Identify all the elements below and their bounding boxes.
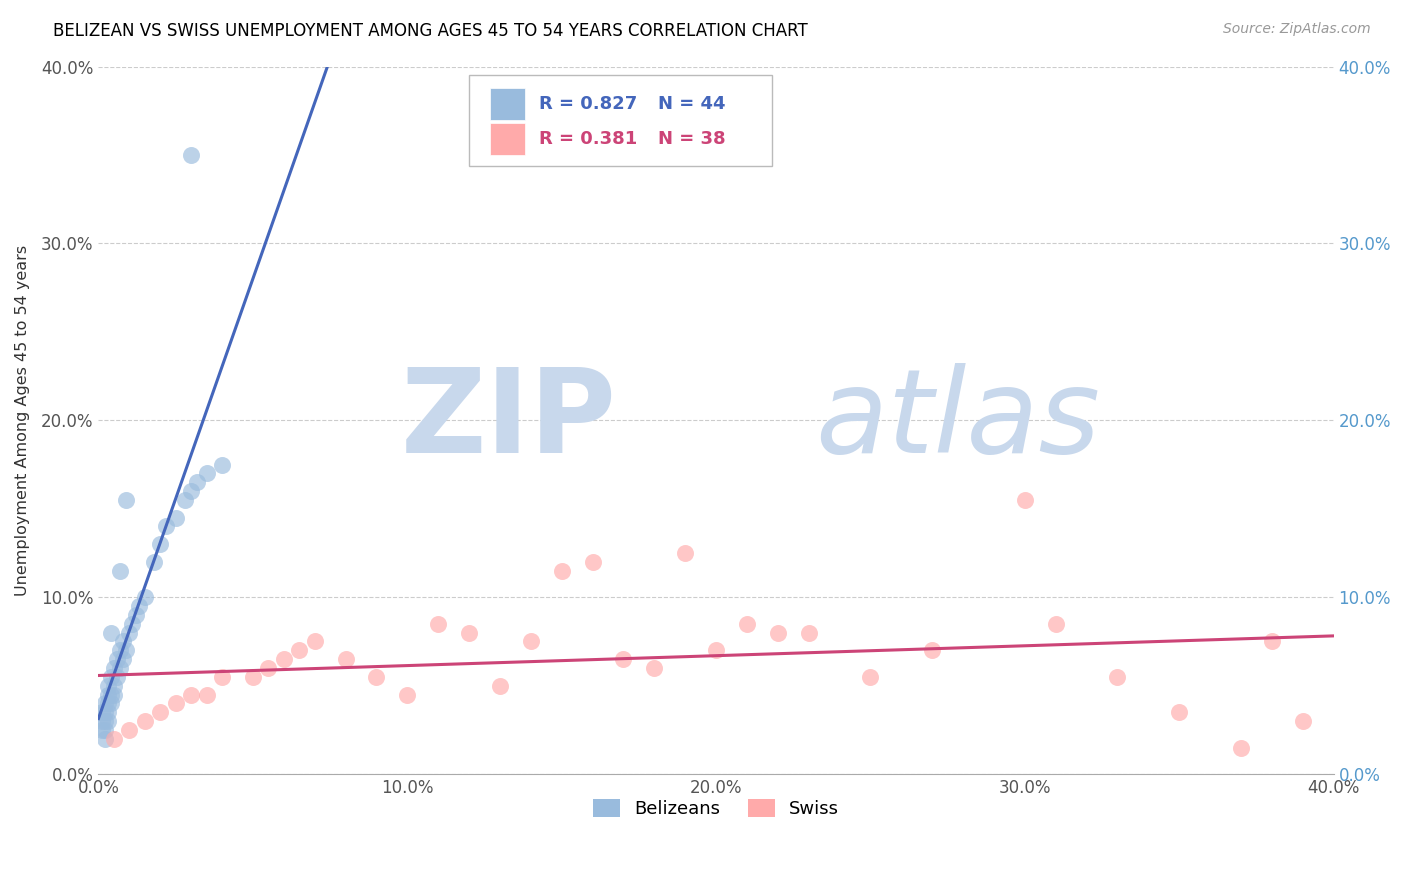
Point [97,697,120,711]
FancyBboxPatch shape [491,123,524,154]
Point [180,148,202,162]
Point [90,714,112,728]
Point [112,634,135,648]
Point [90,705,112,719]
Point [108,661,131,675]
Point [155,519,177,533]
Point [97,705,120,719]
Point [257,661,280,675]
Point [118,625,141,640]
Point [180,688,202,702]
Point [93,697,115,711]
Point [612,652,634,666]
Point [396,688,419,702]
Point [115,643,138,657]
Point [1107,670,1129,684]
Point [93,731,115,746]
Y-axis label: Unemployment Among Ages 45 to 54 years: Unemployment Among Ages 45 to 54 years [15,244,30,596]
Point [1014,492,1036,507]
Point [103,679,125,693]
Point [859,670,882,684]
Text: N = 44: N = 44 [658,95,725,112]
Text: R = 0.381: R = 0.381 [540,129,638,148]
Point [97,679,120,693]
Point [1261,634,1284,648]
Point [489,679,512,693]
Point [643,661,665,675]
Point [143,555,166,569]
Point [366,670,388,684]
Point [149,537,172,551]
Text: BELIZEAN VS SWISS UNEMPLOYMENT AMONG AGES 45 TO 54 YEARS CORRELATION CHART: BELIZEAN VS SWISS UNEMPLOYMENT AMONG AGE… [53,22,808,40]
Point [124,607,146,622]
Point [103,661,125,675]
Point [180,484,202,499]
Point [427,616,450,631]
Point [735,616,758,631]
Point [100,625,122,640]
Text: ZIP: ZIP [401,363,617,478]
Point [581,555,603,569]
Point [304,634,326,648]
Legend: Belizeans, Swiss: Belizeans, Swiss [586,791,846,825]
Point [149,705,172,719]
Point [103,731,125,746]
Text: atlas: atlas [815,363,1099,477]
Point [165,697,187,711]
Point [797,625,820,640]
Point [704,643,727,657]
Text: N = 38: N = 38 [658,129,725,148]
FancyBboxPatch shape [470,75,772,166]
Point [105,652,128,666]
Point [121,616,143,631]
Point [1045,616,1067,631]
Point [273,652,295,666]
Point [288,643,311,657]
Point [93,723,115,737]
Point [1230,740,1253,755]
Point [673,546,696,560]
Point [100,688,122,702]
Point [134,591,156,605]
Point [128,599,150,613]
Point [118,723,141,737]
Point [97,714,120,728]
Point [550,564,572,578]
Point [112,652,135,666]
FancyBboxPatch shape [491,87,524,120]
Text: R = 0.827: R = 0.827 [540,95,638,112]
Point [766,625,789,640]
Point [108,643,131,657]
Point [93,705,115,719]
Point [195,688,218,702]
Point [195,467,218,481]
Point [211,458,233,472]
Point [134,714,156,728]
Point [211,670,233,684]
Point [520,634,543,648]
Point [105,670,128,684]
Point [100,697,122,711]
Point [108,564,131,578]
Point [97,688,120,702]
Point [100,670,122,684]
Point [165,510,187,524]
Point [458,625,481,640]
Point [90,723,112,737]
Point [1292,714,1315,728]
Point [186,475,208,490]
Point [174,492,197,507]
Point [115,492,138,507]
Point [1168,705,1191,719]
Point [93,714,115,728]
Text: Source: ZipAtlas.com: Source: ZipAtlas.com [1223,22,1371,37]
Point [921,643,943,657]
Point [242,670,264,684]
Point [335,652,357,666]
Point [103,688,125,702]
